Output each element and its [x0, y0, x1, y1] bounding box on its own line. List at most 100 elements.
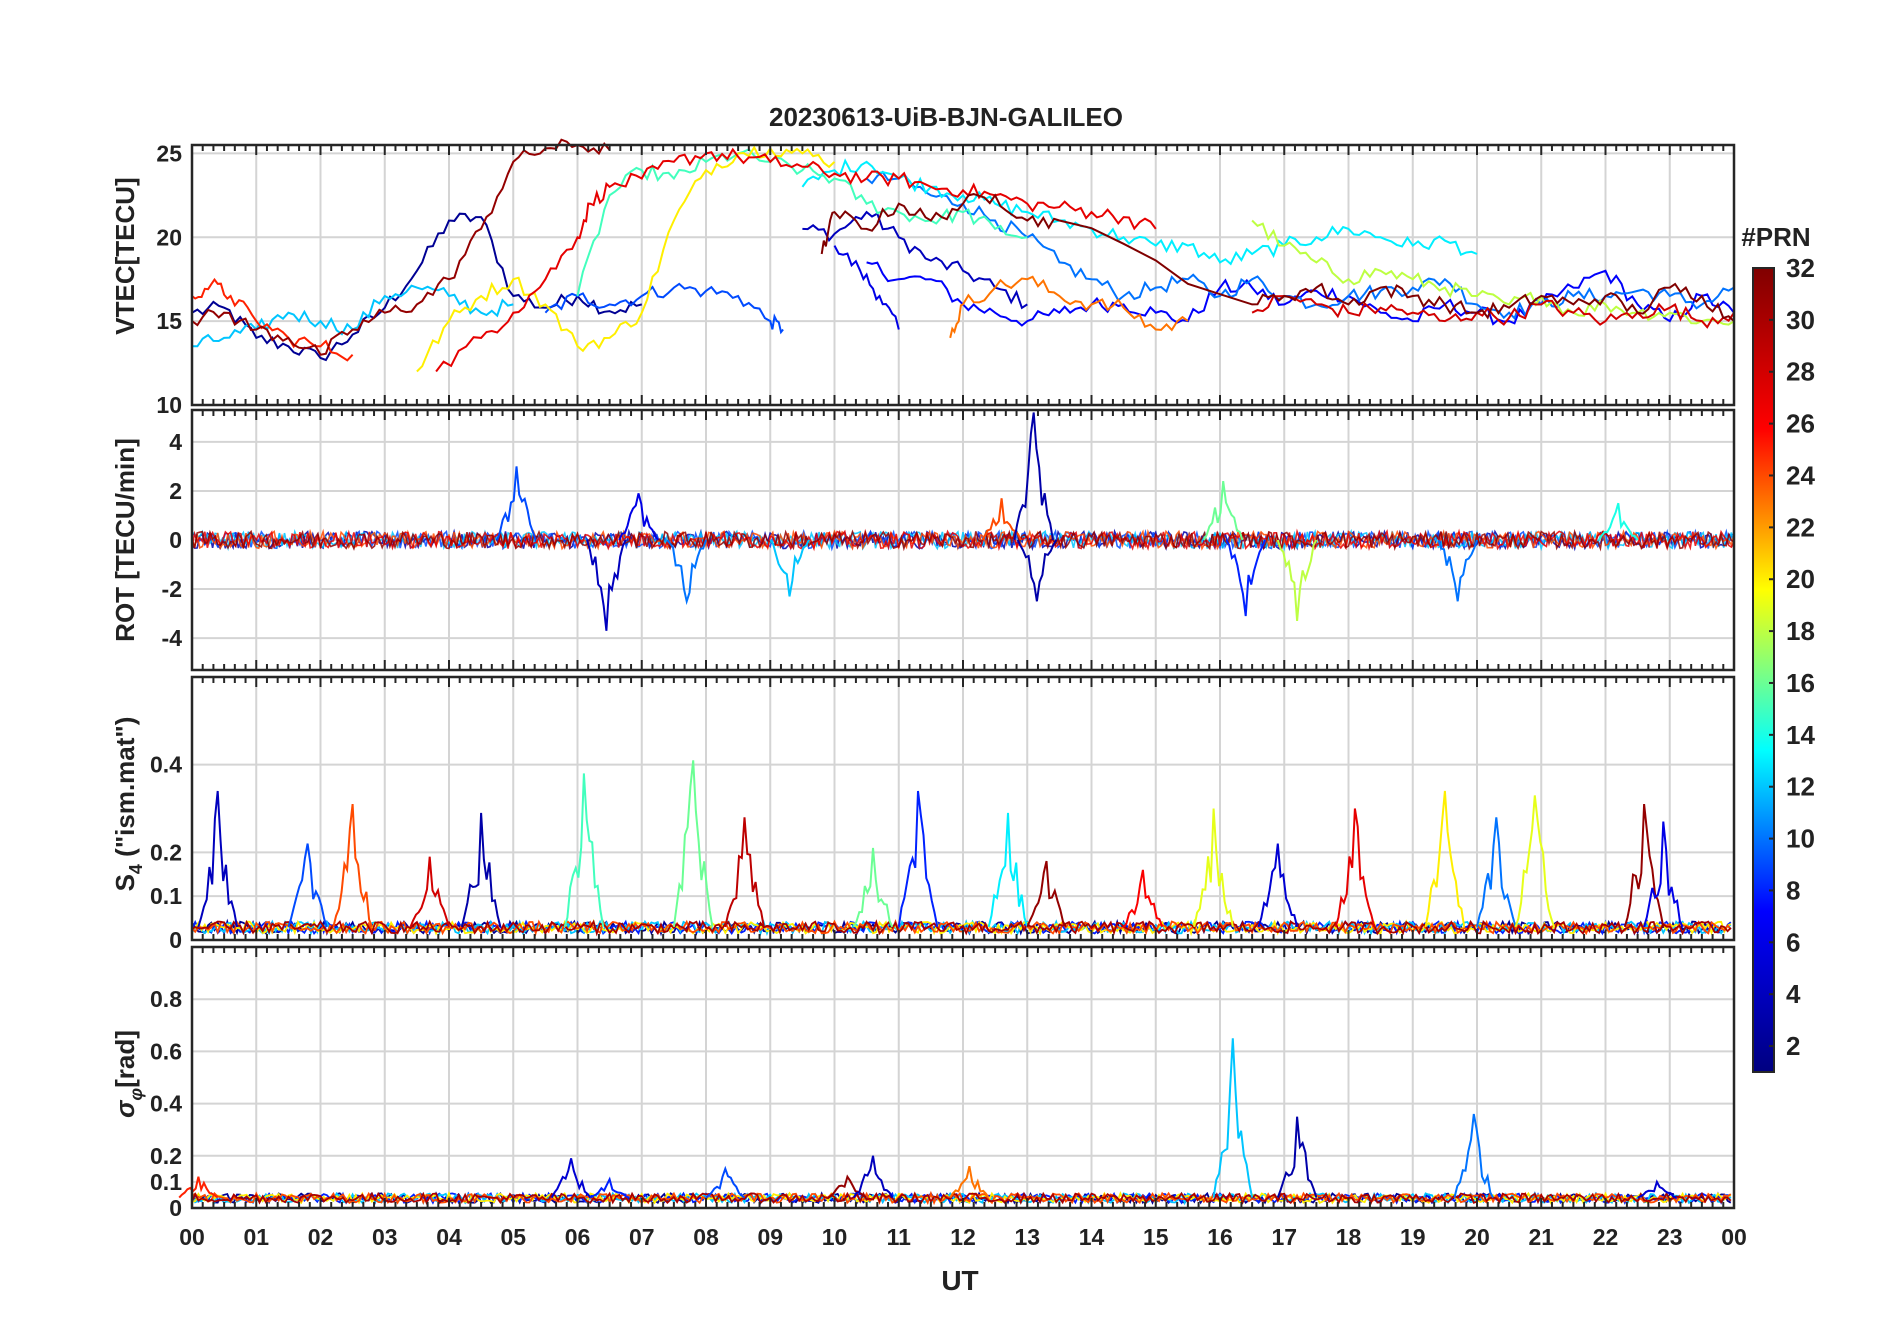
rot-spike-prn-4	[586, 539, 627, 631]
rot-noise-prn-31	[191, 528, 1735, 552]
rot-spike-prn-12	[769, 539, 810, 597]
rot-noise-prn-27	[191, 528, 1735, 552]
vtec-series-prn-13	[801, 158, 1478, 266]
rot-spike-prn-24	[981, 498, 1022, 541]
vtec-ytick-label: 15	[156, 308, 182, 334]
vtec-series-prn-32	[820, 193, 1735, 322]
x-tick-label: 03	[372, 1224, 398, 1250]
s4-spike-prn-19	[1193, 808, 1234, 928]
sigma-spike-prn-8	[589, 1176, 630, 1199]
x-tick-label: 16	[1207, 1224, 1233, 1250]
s4-spike-prn-20	[1424, 790, 1466, 928]
x-tick-label: 10	[822, 1224, 848, 1250]
x-tick-label: 19	[1400, 1224, 1426, 1250]
colorbar-tick-label: 28	[1786, 357, 1815, 387]
x-tick-label: 18	[1336, 1224, 1362, 1250]
vtec-ylabel: VTEC[TECU]	[110, 177, 140, 334]
sigma-spike-prn-5	[1637, 1179, 1677, 1199]
colorbar-tick-label: 8	[1786, 875, 1800, 905]
sigma-spike-prn-23	[949, 1165, 990, 1199]
sigma-ytick-label: 0.2	[150, 1143, 182, 1169]
s4-panel: S4 ("ism.mat") 0 0.1 0.2 0.4	[110, 675, 1736, 953]
rot-ytick-label: 2	[169, 478, 182, 504]
vtec-series-prn-20	[416, 145, 836, 373]
colorbar-tick-label: 12	[1786, 772, 1815, 802]
colorbar-tick-label: 10	[1786, 824, 1815, 854]
rot-spike-prn-6	[618, 493, 659, 541]
x-tick-label: 07	[629, 1224, 655, 1250]
s4-baseline-prn-24	[191, 919, 1732, 937]
colorbar-tick-label: 14	[1786, 720, 1815, 750]
s4-spike-prn-26	[1122, 869, 1164, 928]
x-axis: 00 01 02 03 04 05 06 07 08 09 10 11 12 13 14 15 16 17 18 19…	[179, 1224, 1747, 1250]
sigma-spike-prn-3	[1276, 1116, 1318, 1198]
colorbar-gradient	[1752, 267, 1775, 1073]
x-tick-label: 09	[757, 1224, 783, 1250]
x-tick-label: 06	[565, 1224, 591, 1250]
sigma-spike-prn-31	[827, 1174, 868, 1199]
x-tick-label: 08	[693, 1224, 719, 1250]
s4-ytick-label: 0	[169, 927, 182, 953]
s4-spike-prn-10	[1476, 817, 1517, 928]
colorbar-tick-label: 26	[1786, 409, 1815, 439]
sigma-phi-panel: σφ[rad] 00.10.2 0.4 0.6 0.8	[110, 945, 1736, 1221]
s4-spike-prn-6	[1643, 821, 1684, 928]
sigma-ytick-label: 0.1	[150, 1169, 182, 1195]
colorbar-tick-label: 4	[1786, 979, 1801, 1009]
s4-spike-prn-29	[724, 817, 765, 928]
sigma-phi-ylabel: σφ[rad]	[110, 1030, 146, 1118]
s4-spike-prn-4	[197, 790, 238, 928]
x-tick-label: 14	[1079, 1224, 1105, 1250]
vtec-series-prn-27	[435, 147, 1157, 373]
rot-spike-prn-16	[1203, 480, 1244, 541]
vtec-series-prn-7	[866, 261, 1735, 327]
rot-spike-prn-8	[1225, 539, 1266, 617]
vtec-series-prn-31	[191, 138, 611, 356]
rot-ytick-label: -2	[162, 576, 182, 602]
vtec-series-prn-4	[802, 210, 1028, 310]
vtec-ytick-label: 10	[156, 392, 182, 418]
rot-ytick-label: -4	[162, 625, 183, 651]
s4-spike-prn-3	[460, 812, 502, 928]
s4-spike-prn-8	[897, 790, 939, 928]
s4-spike-prn-31	[1026, 860, 1067, 928]
s4-spike-prn-15	[563, 773, 605, 928]
rot-panel: ROT [TECU/min] -4 -2 0 2 4	[110, 408, 1736, 672]
vtec-series-prn-9	[544, 282, 784, 335]
s4-spike-prn-31	[1623, 803, 1665, 928]
s4-spike-prn-13	[987, 812, 1029, 928]
sigma-spike-prn-10	[1453, 1113, 1494, 1199]
rot-spike-prn-14	[1598, 502, 1639, 541]
sigma-spike-prn-12	[1212, 1038, 1254, 1198]
x-tick-label: 13	[1014, 1224, 1040, 1250]
sigma-ytick-label: 0.8	[150, 986, 182, 1012]
s4-ytick-label: 0.2	[150, 839, 182, 865]
rot-spike-prn-10	[666, 539, 707, 606]
s4-spike-prn-28	[409, 856, 450, 928]
sigma-spike-prn-4	[852, 1155, 894, 1199]
s4-spike-prn-16	[672, 760, 714, 928]
x-tick-label: 02	[308, 1224, 334, 1250]
rot-spike-prn-10	[1437, 539, 1478, 602]
x-tick-label: 12	[950, 1224, 976, 1250]
s4-spike-prn-16	[852, 847, 894, 928]
x-tick-label: 05	[500, 1224, 526, 1250]
s4-spike-prn-27	[1334, 808, 1376, 928]
rot-ylabel: ROT [TECU/min]	[110, 438, 140, 642]
s4-spike-prn-19	[1514, 795, 1556, 928]
colorbar-tick-label: 16	[1786, 668, 1815, 698]
sigma-spike-prn-9	[705, 1165, 746, 1199]
x-tick-label: 11	[887, 1224, 912, 1250]
vtec-series-prn-25	[191, 277, 354, 362]
vtec-ytick-label: 25	[156, 140, 182, 166]
x-tick-label: 01	[243, 1224, 269, 1250]
colorbar-tick-label: 2	[1786, 1031, 1800, 1061]
colorbar-title: #PRN	[1741, 222, 1810, 252]
rot-ytick-label: 4	[169, 429, 182, 455]
vtec-series-prn-2	[191, 212, 643, 362]
colorbar-tick-label: 24	[1786, 460, 1815, 490]
x-tick-label: 04	[436, 1224, 462, 1250]
rot-ytick-label: 0	[169, 527, 182, 553]
x-tick-label: 22	[1593, 1224, 1619, 1250]
